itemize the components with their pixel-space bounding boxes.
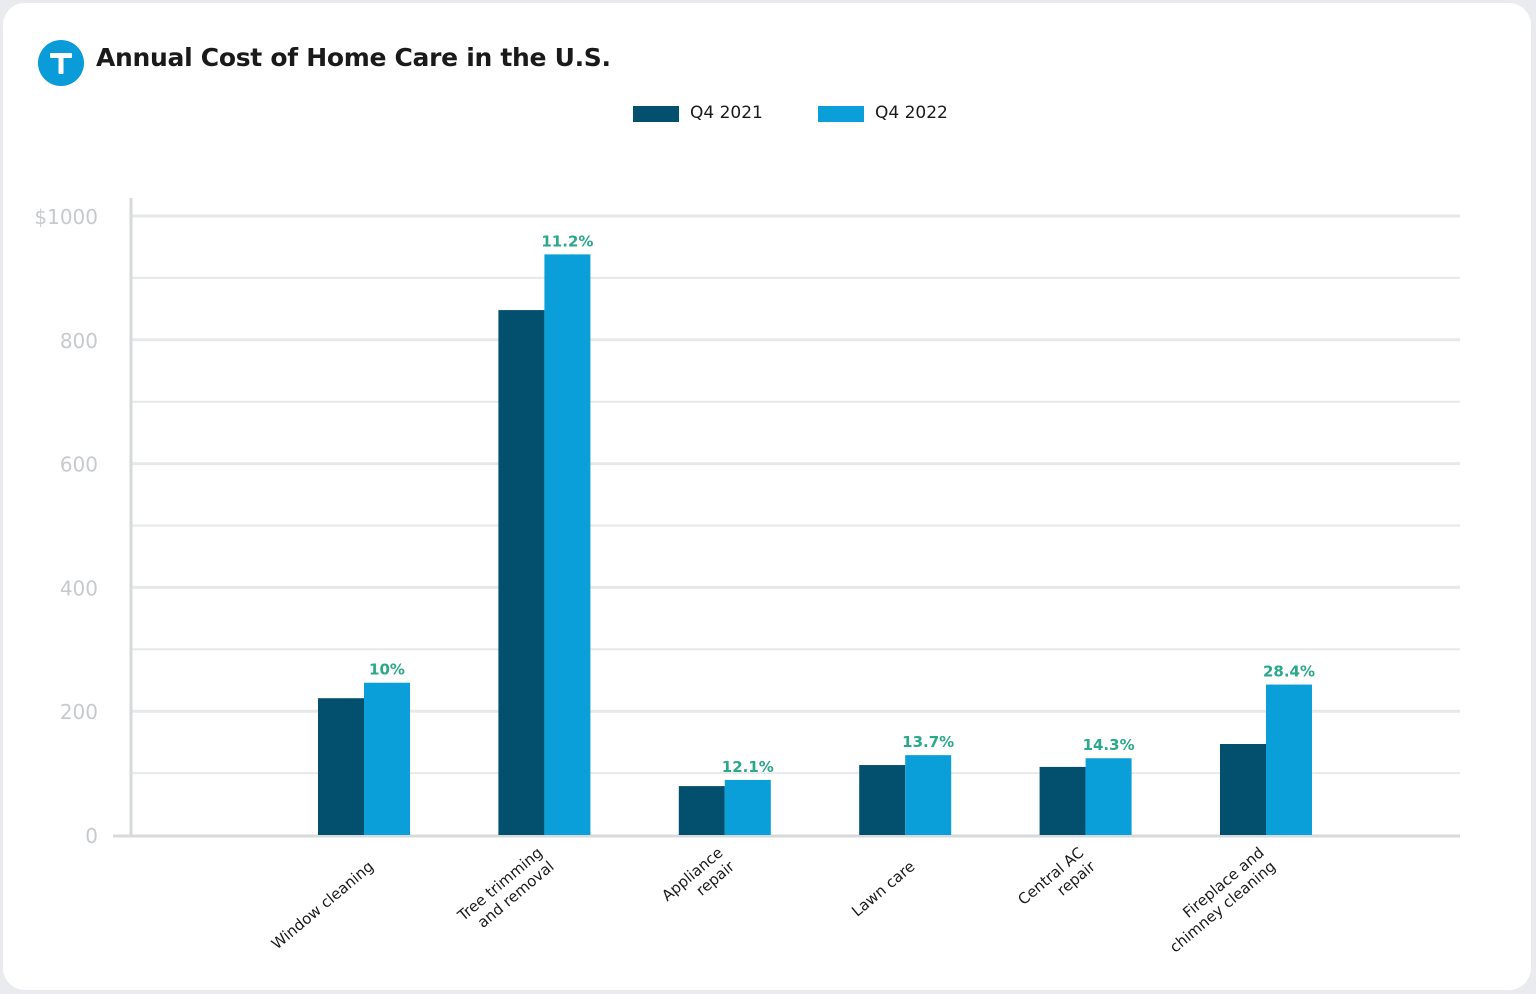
chart-card: Annual Cost of Home Care in the U.S. Q4 …	[3, 3, 1531, 990]
bar-q4-2021	[1039, 766, 1086, 835]
y-tick-label: 800	[60, 329, 98, 353]
bar-q4-2021	[678, 786, 725, 835]
y-tick-label: $1000	[34, 205, 98, 229]
bar-q4-2021	[318, 698, 364, 835]
bar-q4-2021	[1220, 744, 1266, 835]
percent-change-label: 13.7%	[902, 733, 954, 751]
bar-q4-2022	[364, 682, 410, 835]
legend-label-q4-2021: Q4 2021	[690, 103, 763, 123]
y-tick-label: 400	[60, 576, 98, 600]
legend-swatch-q4-2021	[633, 106, 679, 122]
y-tick-label: 600	[60, 453, 98, 477]
bar-chart: 0 200 400 600 800 $1000 10% Window cleaning 11.2…	[34, 198, 1460, 957]
x-category-label-line: Lawn care	[848, 857, 918, 920]
thumbtack-logo-icon	[38, 40, 84, 86]
chart-title: Annual Cost of Home Care in the U.S.	[96, 43, 611, 72]
legend-item-q4-2022: Q4 2022	[818, 103, 958, 125]
legend-item-q4-2021: Q4 2021	[633, 103, 773, 125]
x-category-label-line: Window cleaning	[268, 857, 377, 953]
bar-q4-2022	[1266, 684, 1312, 835]
y-tick-label: 200	[60, 700, 98, 724]
x-category-label: Window cleaning	[268, 857, 377, 953]
bar-q4-2022	[724, 779, 771, 835]
percent-change-label: 28.4%	[1263, 663, 1315, 681]
percent-change-label: 14.3%	[1083, 736, 1135, 754]
legend-swatch-q4-2022	[818, 106, 864, 122]
legend-label-q4-2022: Q4 2022	[875, 103, 948, 123]
bar-q4-2022	[544, 254, 591, 836]
bar-q4-2022	[905, 755, 952, 835]
bar-q4-2021	[859, 765, 906, 835]
percent-change-label: 10%	[369, 661, 405, 679]
bar-q4-2021	[498, 310, 545, 835]
bar-q4-2022	[1085, 758, 1132, 835]
percent-change-label: 12.1%	[722, 758, 774, 776]
y-tick-label: 0	[85, 824, 98, 848]
percent-change-label: 11.2%	[541, 232, 593, 250]
x-category-label: Lawn care	[848, 857, 918, 920]
